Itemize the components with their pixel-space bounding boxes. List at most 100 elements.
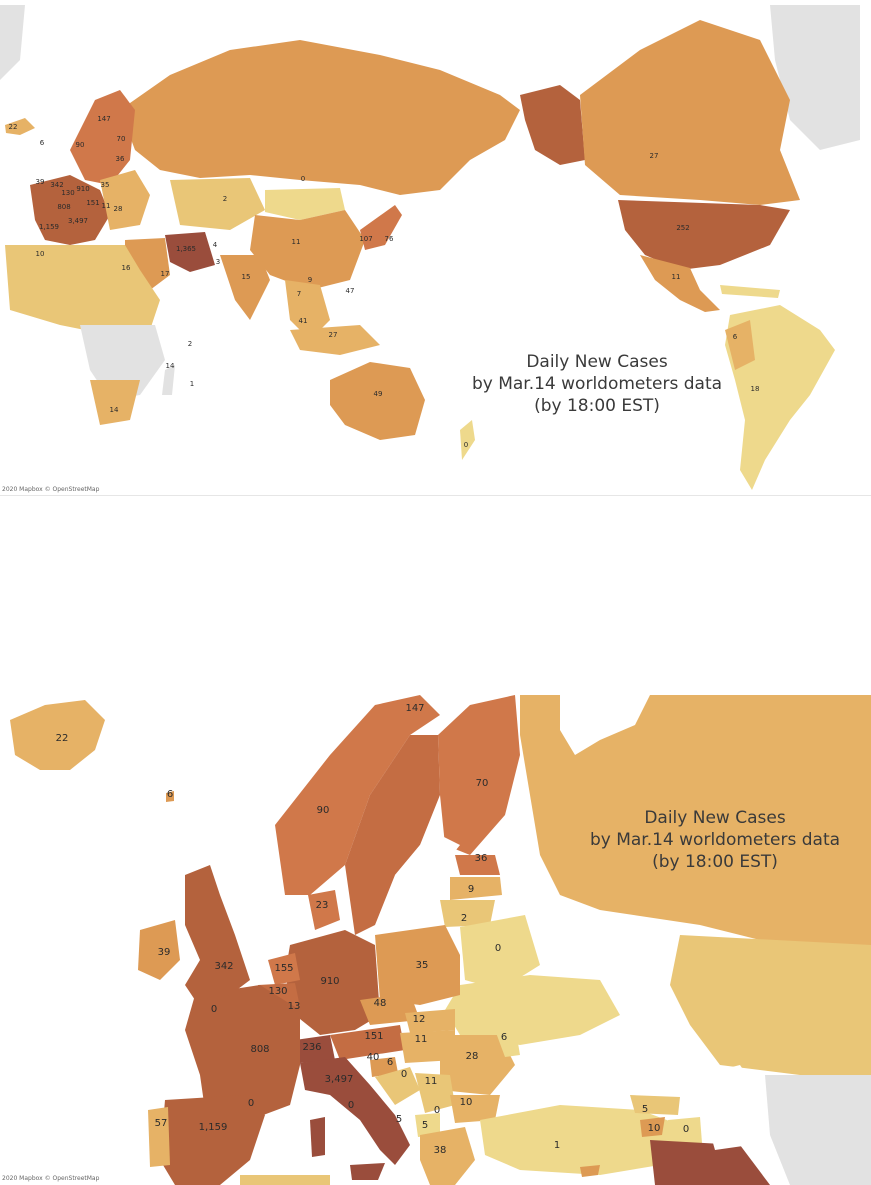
world-case-label: 17 bbox=[161, 270, 170, 278]
world-case-label: 342 bbox=[50, 181, 63, 189]
eu-norway-shape bbox=[275, 695, 440, 895]
africa-south-shape bbox=[90, 380, 140, 425]
europe-case-label: 3,497 bbox=[325, 1074, 354, 1085]
europe-case-label: 808 bbox=[250, 1044, 269, 1055]
eu-armenia-shape bbox=[640, 1117, 665, 1137]
africa-north-shape bbox=[5, 245, 160, 335]
new-zealand-shape bbox=[460, 420, 475, 460]
iceland-shape bbox=[5, 118, 35, 135]
europe-case-label: 0 bbox=[495, 943, 501, 954]
eu-azerbaijan-shape bbox=[668, 1117, 702, 1145]
world-case-label: 28 bbox=[114, 205, 123, 213]
world-case-label: 16 bbox=[122, 264, 131, 272]
europe-title-line-1: Daily New Cases bbox=[644, 808, 786, 828]
eu-romania-shape bbox=[440, 1035, 515, 1095]
europe-case-label: 910 bbox=[320, 976, 339, 987]
eu-north-africa-shape bbox=[240, 1175, 330, 1185]
peru-shape bbox=[725, 320, 755, 370]
world-case-label: 11 bbox=[292, 238, 301, 246]
eu-sicily-shape bbox=[350, 1163, 385, 1180]
europe-case-label: 5 bbox=[422, 1120, 428, 1131]
arctic-left-shape bbox=[0, 5, 25, 80]
europe-case-label: 48 bbox=[374, 998, 387, 1009]
eu-denmark-shape bbox=[308, 890, 340, 930]
eu-slovakia-shape bbox=[405, 1009, 455, 1033]
russia-shape bbox=[120, 40, 520, 195]
europe-case-label: 342 bbox=[214, 961, 233, 972]
world-case-label: 6 bbox=[733, 333, 738, 341]
sea-shape bbox=[285, 280, 330, 340]
eu-czech-shape bbox=[360, 993, 420, 1025]
europe-case-label: 5 bbox=[642, 1104, 648, 1115]
europe-case-label: 11 bbox=[425, 1076, 438, 1087]
europe-case-label: 12 bbox=[413, 1014, 426, 1025]
world-case-label: 76 bbox=[385, 235, 394, 243]
eu-portugal-shape bbox=[148, 1107, 170, 1167]
eu-sardinia-shape bbox=[310, 1117, 325, 1157]
madagascar-shape bbox=[162, 365, 175, 395]
europe-case-label: 39 bbox=[158, 947, 171, 958]
world-map-panel[interactable]: 22 6 147 70 90 36 35 910 342 39 130 808 151 11 28 1,159… bbox=[0, 0, 871, 495]
europe-case-label: 0 bbox=[401, 1069, 407, 1080]
eu-poland-shape bbox=[375, 925, 460, 1005]
world-case-label: 4 bbox=[213, 241, 218, 249]
eu-austria-shape bbox=[330, 1025, 405, 1060]
usa-shape bbox=[618, 200, 790, 270]
eu-caspian-shape bbox=[700, 1065, 760, 1150]
world-case-label: 1,159 bbox=[39, 223, 59, 231]
world-case-label: 3 bbox=[216, 258, 220, 266]
world-case-label: 910 bbox=[76, 185, 89, 193]
eu-baltic-sea-shape bbox=[395, 835, 460, 920]
world-case-label: 15 bbox=[242, 273, 251, 281]
india-shape bbox=[220, 255, 270, 320]
world-case-label: 3,497 bbox=[68, 217, 88, 225]
world-case-label: 49 bbox=[374, 390, 383, 398]
world-case-label: 90 bbox=[76, 141, 85, 149]
europe-case-label: 10 bbox=[648, 1123, 661, 1134]
eu-spain-shape bbox=[160, 1095, 265, 1185]
eu-sweden-shape bbox=[345, 735, 440, 935]
world-case-label: 22 bbox=[9, 123, 18, 131]
eu-cyprus-shape bbox=[580, 1165, 600, 1177]
world-case-label: 35 bbox=[101, 181, 110, 189]
europe-case-label: 6 bbox=[167, 789, 173, 800]
europe-case-label: 2 bbox=[461, 913, 467, 924]
world-map-title: Daily New Cases by Mar.14 worldometers d… bbox=[462, 352, 732, 417]
europe-case-label: 151 bbox=[364, 1031, 383, 1042]
eu-ireland-shape bbox=[138, 920, 180, 980]
world-map-attribution: 2020 Mapbox © OpenStreetMap bbox=[2, 486, 100, 493]
eu-central-asia-shape bbox=[765, 1075, 871, 1185]
world-case-label: 27 bbox=[650, 152, 659, 160]
europe-case-label: 0 bbox=[683, 1124, 689, 1135]
eu-belarus-shape bbox=[460, 915, 540, 990]
europe-case-label: 28 bbox=[466, 1051, 479, 1062]
europe-case-label: 147 bbox=[405, 703, 424, 714]
world-case-label: 2 bbox=[223, 195, 227, 203]
eu-iceland-shape bbox=[10, 700, 105, 770]
world-case-label: 252 bbox=[676, 224, 689, 232]
world-case-label: 151 bbox=[86, 199, 99, 207]
eu-estonia-shape bbox=[455, 855, 500, 875]
eu-white-sea-shape bbox=[560, 695, 650, 755]
eu-slovenia-shape bbox=[370, 1057, 398, 1077]
europe-case-label: 130 bbox=[268, 986, 287, 997]
europe-case-label: 6 bbox=[387, 1057, 393, 1068]
alaska-shape bbox=[520, 85, 585, 165]
europe-case-label: 36 bbox=[475, 853, 488, 864]
eu-lithuania-shape bbox=[440, 900, 495, 927]
eu-black-sea-shape bbox=[520, 1045, 640, 1100]
eu-italy-shape bbox=[300, 1057, 410, 1165]
europe-case-label: 1,159 bbox=[199, 1122, 228, 1133]
world-case-label: 0 bbox=[464, 441, 468, 449]
europe-case-label: 6 bbox=[501, 1032, 507, 1043]
europe-map-panel[interactable]: 22 6 147 90 70 36 9 23 2 0 39 342 155 910 35 130 13 48 0 12… bbox=[0, 695, 871, 1185]
europe-case-label: 155 bbox=[274, 963, 293, 974]
eu-georgia-shape bbox=[630, 1095, 680, 1115]
eu-albania-shape bbox=[415, 1113, 440, 1137]
world-case-label: 1 bbox=[190, 380, 194, 388]
europe-case-label: 0 bbox=[248, 1098, 254, 1109]
top-panel-divider bbox=[0, 495, 871, 496]
world-case-label: 14 bbox=[110, 406, 119, 414]
